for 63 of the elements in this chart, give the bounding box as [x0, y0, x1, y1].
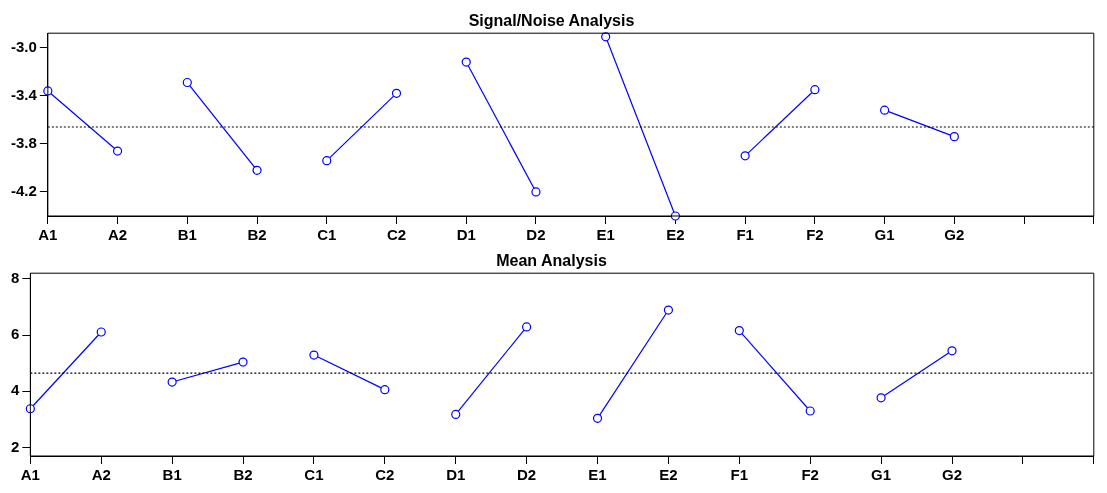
point	[949, 132, 959, 142]
x-tick-label: B2	[247, 226, 267, 244]
point	[238, 357, 248, 367]
point	[876, 393, 886, 403]
point	[322, 156, 332, 166]
point	[451, 409, 461, 419]
point	[810, 85, 820, 95]
y-tick-label: -3.4	[10, 85, 38, 103]
point	[947, 346, 957, 356]
x-tick-label: C2	[375, 466, 395, 484]
x-tick-label: A2	[91, 466, 111, 484]
x-tick-label: D2	[517, 466, 537, 484]
x-tick-label: F2	[806, 226, 824, 244]
y-tick-label: -4.2	[10, 182, 37, 200]
x-tick-label: A2	[107, 226, 128, 244]
point	[880, 105, 890, 115]
point	[740, 151, 750, 161]
chart-title: Signal/Noise Analysis	[468, 12, 635, 30]
y-tick-label: 8	[11, 268, 20, 286]
x-tick-label: B1	[162, 466, 182, 484]
point	[112, 146, 123, 156]
x-tick-label: G1	[871, 466, 892, 484]
x-tick-label: E2	[666, 226, 685, 244]
x-tick-label: A1	[38, 226, 58, 244]
x-tick-label: D2	[526, 226, 546, 244]
point	[522, 322, 532, 332]
point	[309, 350, 319, 360]
x-tick-label: E1	[588, 466, 607, 484]
x-tick-label: G1	[874, 226, 895, 244]
x-tick-label: G2	[942, 466, 963, 484]
point	[252, 165, 262, 175]
point	[461, 57, 471, 67]
y-tick-label: -3.8	[10, 133, 37, 151]
x-tick-label: F1	[730, 466, 749, 484]
point	[380, 385, 390, 395]
y-tick-label: 4	[11, 381, 20, 399]
point	[663, 305, 674, 315]
y-tick-label: 2	[11, 437, 20, 455]
x-tick-label: B1	[177, 226, 197, 244]
y-tick-label: -3.0	[10, 37, 37, 55]
point	[805, 406, 815, 416]
point	[734, 325, 744, 336]
point	[531, 187, 541, 197]
point	[96, 327, 106, 337]
x-tick-label: E1	[596, 226, 615, 244]
point	[391, 88, 402, 98]
x-tick-label: D1	[446, 466, 466, 484]
x-tick-label: E2	[659, 466, 678, 484]
x-tick-label: B2	[233, 466, 253, 484]
x-tick-label: C2	[386, 226, 407, 244]
point	[601, 32, 611, 42]
x-tick-label: F2	[801, 466, 819, 484]
point	[182, 77, 192, 88]
x-tick-label: C1	[317, 226, 337, 244]
x-tick-label: G2	[944, 226, 965, 244]
point	[167, 377, 177, 387]
x-tick-label: C1	[304, 466, 324, 484]
chart-title: Mean Analysis	[496, 252, 607, 270]
x-tick-label: A1	[20, 466, 40, 484]
point	[592, 413, 603, 423]
x-tick-label: D1	[456, 226, 476, 244]
x-tick-label: F1	[736, 226, 754, 244]
y-tick-label: 6	[11, 325, 20, 343]
